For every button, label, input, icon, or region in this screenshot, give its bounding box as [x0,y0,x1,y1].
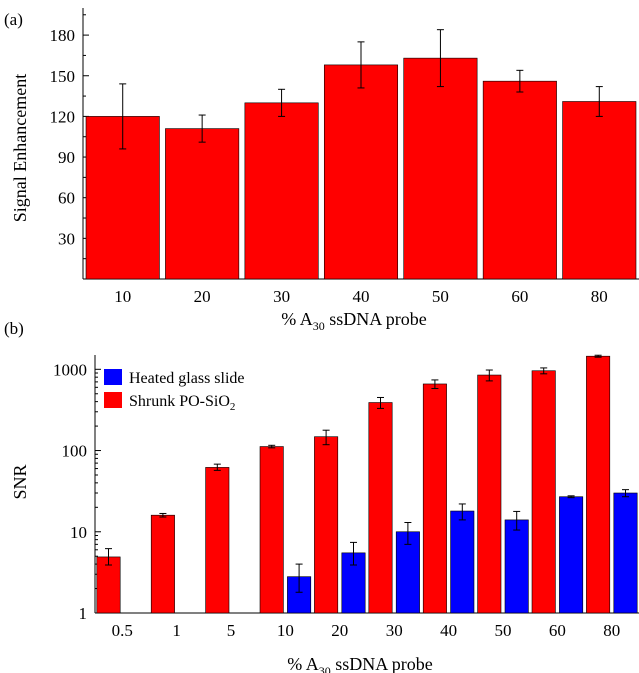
panel-b-x-tick-label: 1 [172,621,181,640]
panel-b-error-bar-series1-5 [213,463,221,471]
panel-a-x-tick-label: 10 [114,287,131,306]
panel-a-error-bar-10 [119,83,127,150]
panel-b-bar-series1-40 [422,383,447,614]
panel-b-x-tick-label: 50 [495,621,512,640]
panel-a-y-tick-label: 90 [58,148,75,167]
panel-b-error-bar-series1-20 [322,429,330,446]
panel-a-y-tick-label: 60 [58,189,75,208]
panel-a-error-bar-80 [595,86,603,117]
panel-b-bar-series1-20 [314,436,339,614]
panel-b-error-bar-series0-40 [458,503,466,521]
legend-label-shrunk-po-sio2: Shrunk PO-SiO2 [129,393,235,413]
panel-a-y-tick-label: 30 [58,229,75,248]
panel-b-label: (b) [4,319,24,338]
panel-a-x-ticks: 10 20 30 40 50 60 80 [114,287,608,306]
panel-a-error-bar-40 [357,41,365,89]
panel-b-bars [96,355,638,614]
panel-b-error-bar-series1-40 [431,379,439,390]
panel-b-bar-series0-40 [450,510,475,614]
panel-b-error-bar-series1-50 [485,369,493,382]
panel-b-x-tick-label: 40 [440,621,457,640]
panel-a-bar-50 [403,57,478,280]
panel-a-error-bar-20 [198,114,206,143]
panel-a-error-bar-60 [516,69,524,93]
panel-a-error-bar-30 [278,88,286,117]
panel-b-error-bar-series1-1 [159,512,167,518]
panel-a: (a) Signal Enhancement 30 60 90 120 150 180 1… [4,8,639,333]
panel-b-error-bar-series0-20 [349,541,357,566]
panel-a-x-tick-label: 50 [432,287,449,306]
legend-swatch-heated-glass-slide [104,369,122,385]
panel-b: (b) SNR 1 10 100 1000 0.5 1 5 10 20 30 40 50 60 80 H… [4,319,639,673]
panel-b-error-bar-series1-0.5 [105,548,113,566]
panel-b-bar-series1-30 [368,402,393,614]
panel-a-y-tick-label: 180 [50,26,76,45]
panel-b-y-tick-label: 10 [70,523,87,542]
panel-a-error-bars [119,29,603,150]
panel-a-bar-60 [482,80,557,280]
panel-b-y-tick-label: 1 [79,604,88,623]
panel-b-x-tick-label: 20 [331,621,348,640]
panel-b-error-bar-series1-80 [594,354,602,358]
legend-label-heated-glass-slide: Heated glass slide [129,370,245,387]
panel-a-label: (a) [4,10,23,29]
panel-b-x-tick-label: 60 [549,621,566,640]
panel-b-bar-series1-60 [531,370,556,614]
panel-b-bar-series1-50 [477,374,502,614]
panel-b-bar-series1-10 [259,446,284,614]
panel-b-bar-series0-50 [504,519,529,614]
panel-a-y-tick-label: 150 [50,67,76,86]
panel-a-x-tick-label: 40 [353,287,370,306]
panel-b-error-bar-series0-60 [567,495,575,499]
panel-a-y-axis-label: Signal Enhancement [10,74,30,222]
panel-b-error-bar-series0-50 [513,510,521,531]
panel-b-x-tick-label: 30 [386,621,403,640]
panel-b-error-bar-series1-60 [540,367,548,375]
panel-a-y-tick-label: 120 [50,107,76,126]
panel-b-x-tick-label: 80 [603,621,620,640]
panel-b-x-tick-label: 0.5 [112,621,133,640]
panel-b-bar-series0-80 [613,492,638,614]
panel-a-error-bar-50 [436,29,444,88]
panel-a-x-tick-label: 30 [273,287,290,306]
panel-a-x-tick-label: 60 [511,287,528,306]
panel-a-bar-80 [562,101,637,280]
panel-b-y-tick-label: 100 [62,442,88,461]
panel-b-y-tick-label: 1000 [53,360,87,379]
panel-a-bars [85,57,637,280]
panel-b-y-axis-label: SNR [10,464,30,499]
panel-b-y-ticks: 1 10 100 1000 [53,360,101,623]
panel-a-x-tick-label: 20 [194,287,211,306]
panel-b-x-ticks: 0.5 1 5 10 20 30 40 50 60 80 [112,621,621,640]
panel-b-x-tick-label: 5 [227,621,236,640]
panel-b-error-bar-series1-30 [377,396,385,409]
panel-b-bar-series1-1 [150,514,175,614]
panel-a-y-ticks: 30 60 90 120 150 180 [50,14,89,260]
panel-b-bar-series1-80 [586,355,611,614]
panel-a-x-tick-label: 80 [591,287,608,306]
panel-b-error-bars [105,354,629,593]
legend-swatch-shrunk-po-sio2 [104,392,122,408]
panel-b-error-bar-series0-10 [295,563,303,593]
panel-a-bar-40 [323,64,399,280]
panel-b-bar-series1-5 [205,467,230,614]
panel-b-error-bar-series1-10 [268,444,276,449]
panel-a-bar-20 [165,128,240,280]
panel-a-x-axis-label: % A30 ssDNA probe [281,309,427,333]
panel-b-x-tick-label: 10 [277,621,294,640]
panel-a-bar-30 [244,102,319,280]
panel-b-x-axis-label: % A30 ssDNA probe [287,654,433,673]
panel-b-bar-series0-60 [559,496,584,614]
panel-b-error-bar-series0-30 [404,522,412,545]
panel-b-error-bar-series0-80 [621,489,629,498]
panel-b-legend: Heated glass slide Shrunk PO-SiO2 [104,369,245,413]
